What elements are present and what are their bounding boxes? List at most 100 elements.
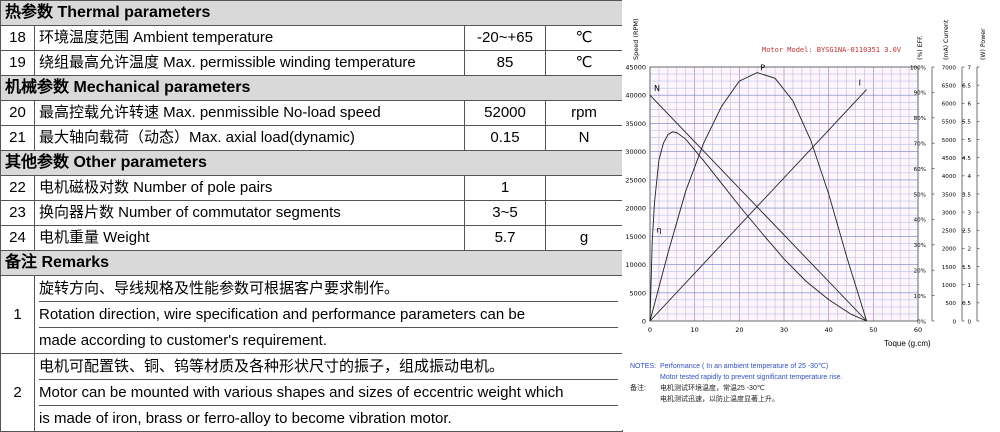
param-unit: rpm bbox=[544, 100, 624, 126]
param-value: 0.15 bbox=[464, 125, 546, 151]
current-tick-label: 1000 bbox=[942, 283, 957, 289]
series-label: η bbox=[656, 225, 661, 234]
current-axis-label: (mA) Current bbox=[943, 19, 950, 60]
eff-tick-label: 0% bbox=[917, 319, 926, 325]
table-row: 23 换向器片数 Number of commutator segments 3~5 bbox=[0, 200, 624, 226]
power-tick-label: 6 bbox=[967, 102, 971, 108]
row-number: 23 bbox=[0, 200, 35, 226]
current-tick-label: 3500 bbox=[942, 192, 957, 198]
table-row: 24 电机重量 Weight 5.7 g bbox=[0, 225, 624, 251]
section-title: 备注 Remarks bbox=[0, 250, 624, 276]
current-tick-label: 0 bbox=[952, 319, 956, 325]
param-value: 52000 bbox=[464, 100, 546, 126]
remark-line: 电机可配置铁、铜、钨等材质及各种形状尺寸的振子，组成振动电机。 bbox=[39, 355, 619, 380]
table-row: 19 绕组最高允许温度 Max. permissible winding temp… bbox=[0, 50, 624, 76]
remark-line: is made of iron, brass or ferro-alloy to… bbox=[39, 410, 452, 427]
notes-line1: Performance ( In an ambient temperature … bbox=[660, 363, 828, 370]
speed-tick-label: 10000 bbox=[625, 261, 646, 269]
speed-tick-label: 25000 bbox=[625, 176, 646, 184]
power-tick-label: 1.5 bbox=[962, 265, 971, 271]
eff-tick-label: 50% bbox=[914, 192, 926, 198]
table-row: 22 电机磁极对数 Number of pole pairs 1 bbox=[0, 175, 624, 201]
param-name: 最大轴向载荷（动态）Max. axial load(dynamic) bbox=[34, 125, 465, 151]
remark-line: 旋转方向、导线规格及性能参数可根据客户要求制作。 bbox=[39, 277, 619, 302]
param-name: 电机重量 Weight bbox=[34, 225, 465, 251]
param-name: 换向器片数 Number of commutator segments bbox=[34, 200, 465, 226]
speed-tick-label: 40000 bbox=[625, 92, 646, 100]
chart-curves bbox=[649, 72, 868, 322]
param-value: 5.7 bbox=[464, 225, 546, 251]
curve-I bbox=[649, 89, 867, 322]
power-tick-label: 0.5 bbox=[962, 301, 971, 307]
row-number: 19 bbox=[0, 50, 35, 76]
param-name: 绕组最高允许温度 Max. permissible winding temper… bbox=[34, 50, 465, 76]
power-tick-label: 2.5 bbox=[962, 229, 971, 235]
row-number: 24 bbox=[0, 225, 35, 251]
power-tick-label: 5 bbox=[967, 138, 971, 144]
current-tick-label: 3000 bbox=[942, 210, 957, 216]
remark-text: 电机可配置铁、铜、钨等材质及各种形状尺寸的振子，组成振动电机。 Motor can… bbox=[33, 353, 624, 432]
power-tick-label: 3.5 bbox=[962, 192, 971, 198]
param-unit bbox=[544, 175, 624, 201]
eff-tick-label: 70% bbox=[914, 142, 926, 148]
param-value: 85 bbox=[464, 50, 546, 76]
param-name: 环境温度范围 Ambient temperature bbox=[34, 25, 465, 51]
chart-grid bbox=[649, 66, 919, 322]
current-tick-label: 500 bbox=[945, 301, 956, 307]
chart-tick-labels: 0500010000150002000025000300003500040000… bbox=[625, 18, 987, 334]
curve-P bbox=[649, 72, 868, 322]
speed-tick-label: 35000 bbox=[625, 120, 646, 128]
table-row: 20 最高控载允许转速 Max. penmissible No-load spee… bbox=[0, 100, 624, 126]
motor-performance-chart: Motor Model: BYSG1NA-0110351 3.0V 0 5000 1… bbox=[622, 0, 1000, 430]
series-label: I bbox=[859, 79, 861, 88]
current-tick-label: 2500 bbox=[942, 229, 957, 235]
speed-tick-label: 5000 bbox=[629, 289, 646, 297]
current-tick-label: 1500 bbox=[942, 265, 957, 271]
param-name: 最高控载允许转速 Max. penmissible No-load speed bbox=[34, 100, 465, 126]
current-tick-label: 4500 bbox=[942, 156, 957, 162]
x-tick-label: 40 bbox=[825, 326, 833, 334]
x-tick-label: 10 bbox=[691, 326, 699, 334]
eff-tick-label: 30% bbox=[914, 243, 926, 249]
notes-label: NOTES: bbox=[630, 363, 656, 370]
param-value: 1 bbox=[464, 175, 546, 201]
current-tick-label: 2000 bbox=[942, 247, 957, 253]
power-tick-label: 5.5 bbox=[962, 120, 971, 126]
speed-axis-label: Speed (RPM) bbox=[632, 18, 640, 60]
power-tick-label: 1 bbox=[967, 283, 971, 289]
power-tick-label: 4.5 bbox=[962, 156, 971, 162]
speed-tick-label: 45000 bbox=[625, 64, 646, 72]
section-header-remarks: 备注 Remarks bbox=[0, 250, 624, 276]
power-tick-label: 7 bbox=[967, 65, 971, 71]
eff-tick-label: 100% bbox=[910, 65, 926, 71]
power-axis-label: (W) Power bbox=[980, 28, 987, 60]
param-unit: N bbox=[544, 125, 624, 151]
series-label: P bbox=[760, 64, 765, 73]
current-tick-label: 7000 bbox=[942, 65, 957, 71]
section-header-other: 其他参数 Other parameters bbox=[0, 150, 624, 176]
current-tick-label: 6500 bbox=[942, 83, 957, 89]
remark-row: 2 电机可配置铁、铜、钨等材质及各种形状尺寸的振子，组成振动电机。 Motor ca… bbox=[0, 353, 624, 432]
speed-tick-label: 30000 bbox=[625, 148, 646, 156]
chart-title: Motor Model: BYSG1NA-0110351 3.0V bbox=[762, 46, 902, 54]
remark-line: Motor can be mounted with various shapes… bbox=[39, 380, 619, 406]
eff-tick-label: 80% bbox=[914, 116, 926, 122]
remark-number: 1 bbox=[0, 275, 35, 354]
row-number: 21 bbox=[0, 125, 35, 151]
notes-cn-line2: 电机测试迅速，以防止温度显著上升。 bbox=[660, 394, 779, 403]
power-tick-label: 4 bbox=[967, 174, 971, 180]
notes-cn-line1: 电机测试环境温度，常温25 -30℃ bbox=[660, 383, 765, 392]
remark-line: made according to customer's requirement… bbox=[39, 332, 327, 349]
series-label: N bbox=[654, 84, 660, 93]
section-title: 热参数 Thermal parameters bbox=[0, 0, 624, 26]
x-tick-label: 30 bbox=[780, 326, 788, 334]
row-number: 22 bbox=[0, 175, 35, 201]
param-unit: ℃ bbox=[544, 25, 624, 51]
eff-axis-label: (%) EFF. bbox=[917, 35, 924, 60]
param-name: 电机磁极对数 Number of pole pairs bbox=[34, 175, 465, 201]
eff-tick-label: 20% bbox=[914, 269, 926, 275]
current-tick-label: 4000 bbox=[942, 174, 957, 180]
param-unit bbox=[544, 200, 624, 226]
section-title: 其他参数 Other parameters bbox=[0, 150, 624, 176]
curve-eff bbox=[649, 131, 867, 322]
